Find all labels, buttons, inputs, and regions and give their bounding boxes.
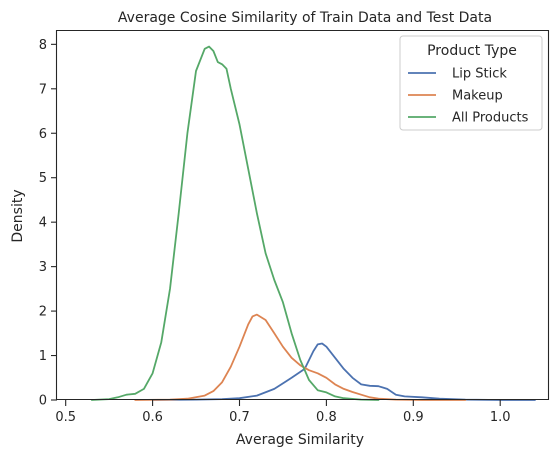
x-tick-label: 0.9 [403,410,424,425]
x-tick-label: 0.6 [142,410,163,425]
legend: Product Type Lip Stick Makeup All Products [399,35,543,131]
y-tick-label: 0 [39,394,47,409]
y-axis-label: Density [10,189,26,242]
legend-label: Lip Stick [452,67,507,82]
y-tick-label: 8 [39,38,47,53]
series-layer [90,45,536,401]
series-line-lip-stick [151,342,536,401]
x-tick-label: 0.5 [55,410,76,425]
y-tick-label: 4 [39,216,47,231]
legend-box [399,35,543,131]
series-line-all-products [90,45,380,401]
x-tick-label: 0.8 [316,410,337,425]
x-axis-label: Average Similarity [236,432,364,448]
legend-label: All Products [452,111,529,126]
y-tick-label: 6 [39,127,47,142]
legend-title: Product Type [427,43,517,59]
y-tick-label: 2 [39,305,47,320]
plot-area: 0.5 0.6 0.7 0.8 0.9 1.0 0 1 2 3 4 5 6 7 8 [39,29,550,425]
chart-title: Average Cosine Similarity of Train Data … [118,10,492,26]
legend-items: Lip Stick Makeup All Products [408,67,529,126]
y-tick-label: 3 [39,260,47,275]
x-ticks: 0.5 0.6 0.7 0.8 0.9 1.0 [55,400,511,425]
x-tick-label: 0.7 [229,410,250,425]
series-line-makeup [134,313,467,401]
y-tick-label: 1 [39,349,47,364]
legend-label: Makeup [452,89,503,104]
y-tick-label: 5 [39,171,47,186]
y-ticks: 0 1 2 3 4 5 6 7 8 [39,38,57,409]
x-tick-label: 1.0 [490,410,511,425]
y-tick-label: 7 [39,82,47,97]
